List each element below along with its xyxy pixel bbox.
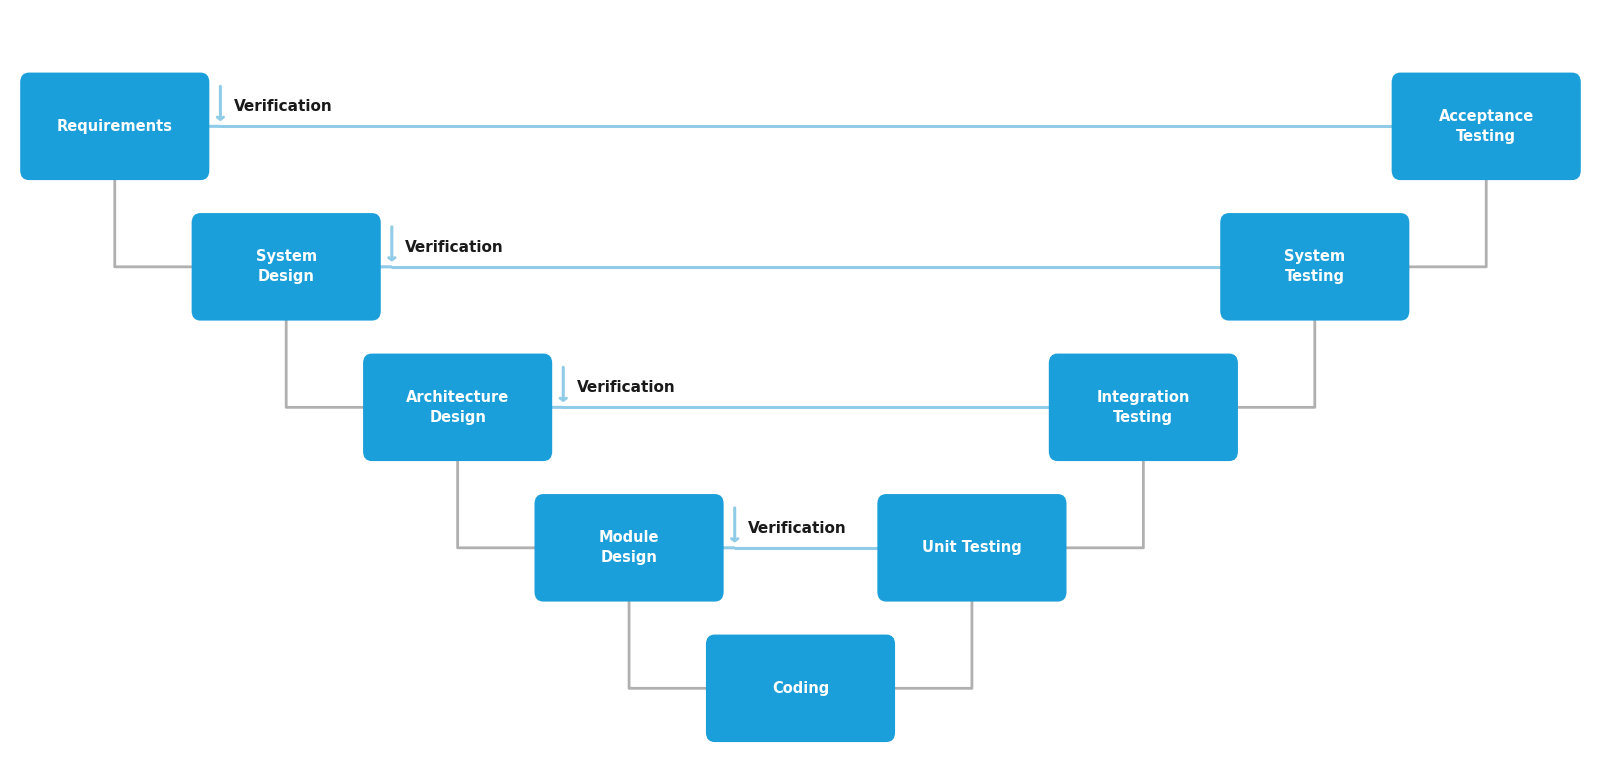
FancyBboxPatch shape — [535, 494, 724, 601]
Text: System
Design: System Design — [256, 250, 317, 284]
Text: Acceptance
Testing: Acceptance Testing — [1439, 109, 1534, 144]
Text: Unit Testing: Unit Testing — [922, 540, 1021, 555]
FancyBboxPatch shape — [192, 213, 381, 321]
FancyBboxPatch shape — [1220, 213, 1409, 321]
FancyBboxPatch shape — [706, 635, 895, 742]
Text: Verification: Verification — [748, 520, 847, 535]
FancyBboxPatch shape — [1049, 353, 1238, 461]
Text: Module
Design: Module Design — [599, 531, 660, 566]
Text: Coding: Coding — [772, 681, 829, 696]
FancyBboxPatch shape — [21, 72, 210, 180]
FancyBboxPatch shape — [363, 353, 552, 461]
Text: Verification: Verification — [576, 380, 676, 395]
Text: Architecture
Design: Architecture Design — [407, 390, 509, 425]
Text: System
Testing: System Testing — [1284, 250, 1345, 284]
Text: Verification: Verification — [405, 240, 504, 254]
FancyBboxPatch shape — [877, 494, 1066, 601]
Text: Requirements: Requirements — [56, 119, 173, 134]
FancyBboxPatch shape — [1391, 72, 1580, 180]
Text: Integration
Testing: Integration Testing — [1097, 390, 1190, 425]
Text: Verification: Verification — [234, 99, 333, 114]
